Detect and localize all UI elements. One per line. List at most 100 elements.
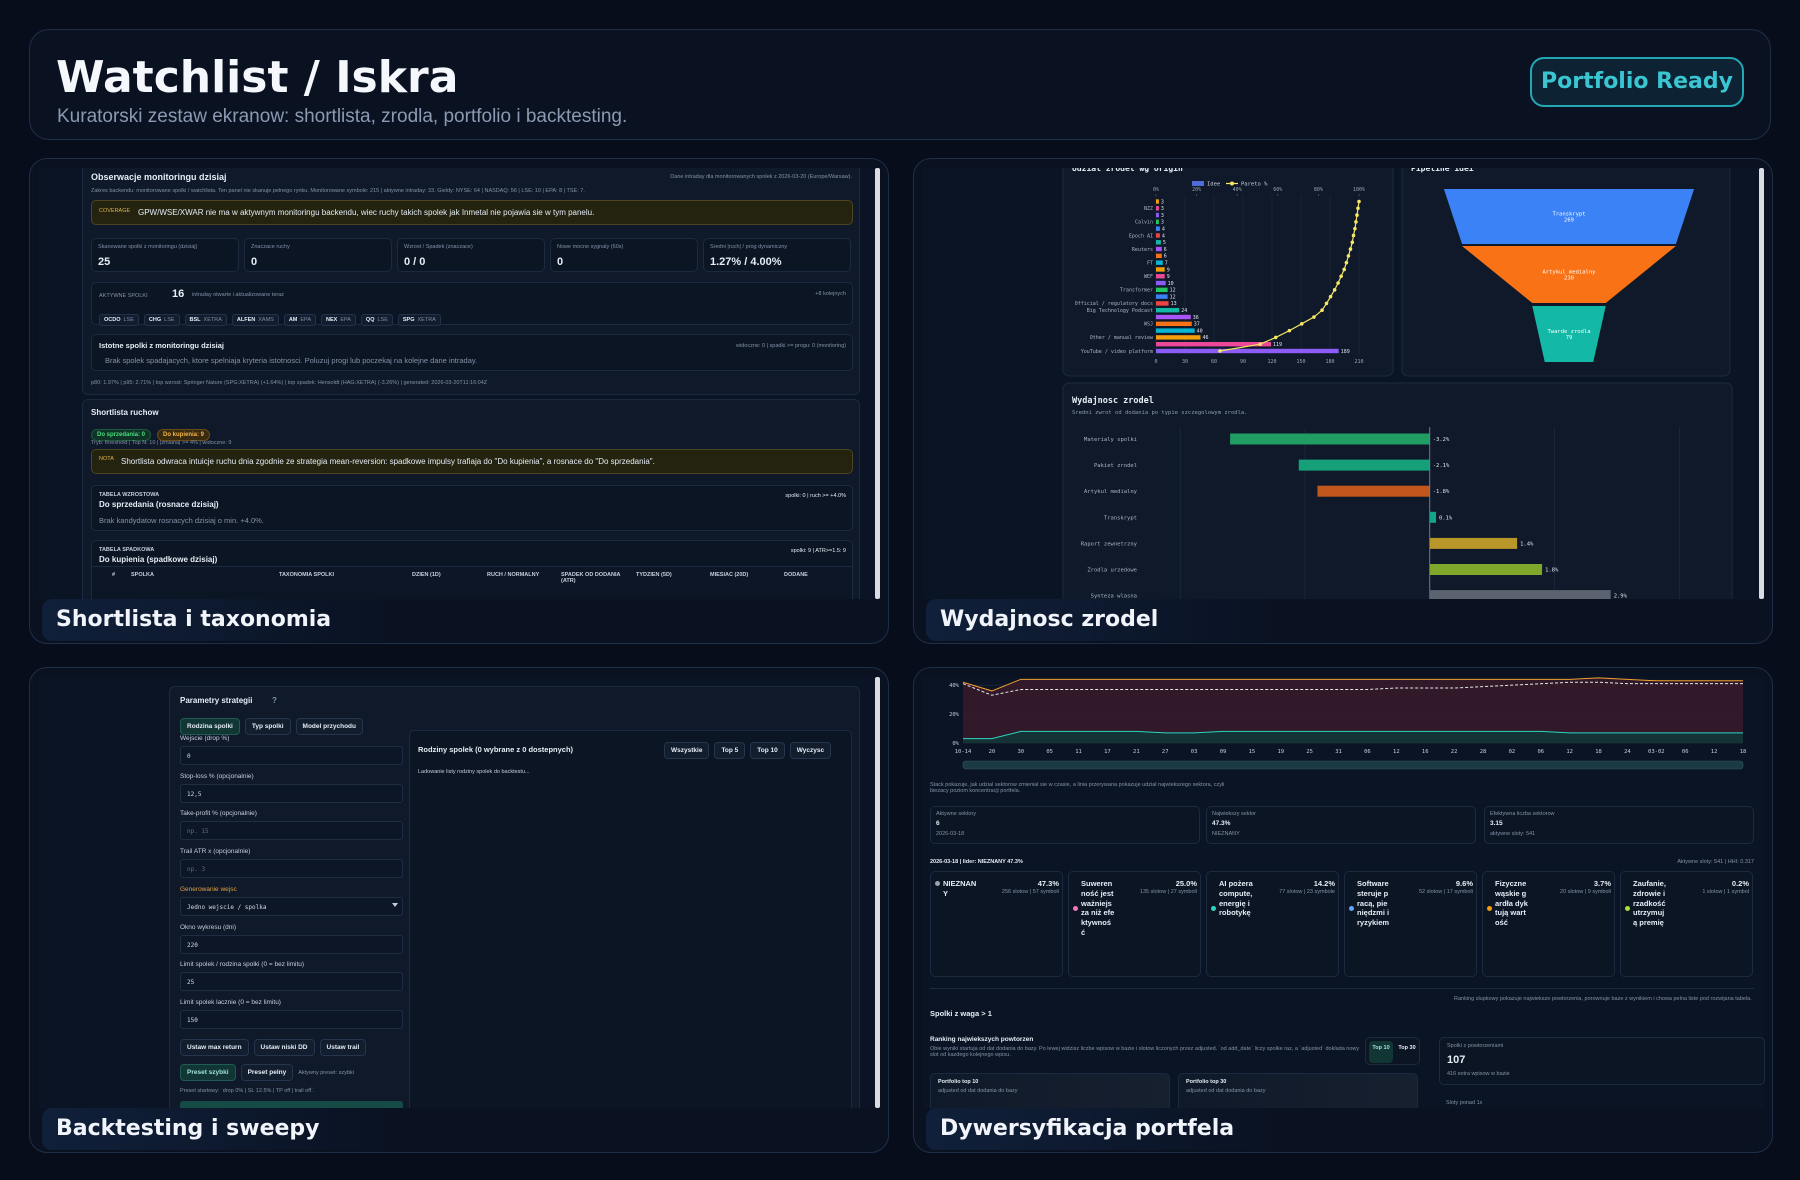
column-header: TYDZIEN (5D) [636, 572, 672, 578]
field-label: Limit spolek / rodzina spolki (0 = bez l… [180, 961, 305, 969]
bar [1156, 294, 1168, 299]
button[interactable]: Wyczysc [789, 742, 832, 759]
pareto-point [1312, 315, 1316, 319]
preset-note: Preset startowy: `drop 0% | SL 12.5% | T… [180, 1088, 315, 1094]
bar [1429, 537, 1518, 549]
stat-label: Najwiekszy sektor [1212, 811, 1257, 817]
bar [1156, 328, 1195, 333]
sector-name: Software steruje pracą, pieniędzmi i ryz… [1357, 879, 1390, 927]
sector-card: Fizyczne wąskie gardła dyktują wartość 3.… [1482, 871, 1615, 977]
card-sub: adjusted od dat dodania do bazy [1186, 1088, 1266, 1094]
stage-label: Artykul medialny [1543, 270, 1597, 276]
sector-card: Software steruje pracą, pieniędzmi i ryz… [1344, 871, 1477, 977]
presets: Preset szybki Preset pelny Aktywny preset:… [180, 1061, 354, 1081]
preset-button[interactable]: Preset szybki [180, 1064, 236, 1081]
sector-dot [935, 881, 940, 886]
chart-title: Pipeline idei [1411, 163, 1474, 173]
category-label: Pakiet zrodel [1094, 463, 1137, 469]
x-tick-label: 150 [1296, 359, 1305, 365]
stage-label: Twarde zrodla [1547, 329, 1590, 335]
sector-card: NIEZNANY 47.3% 256 slotow | 57 symboli [930, 871, 1063, 977]
bar [1156, 199, 1159, 204]
button[interactable]: Ustaw trail [319, 1039, 367, 1056]
x-tick-label: 20 [989, 749, 996, 755]
note-text: GPW/WSE/XWAR nie ma w aktywnym monitorin… [138, 208, 595, 217]
tag: COVERAGE [99, 208, 131, 214]
tickers: OCDO LSE CHG LSE BSL XETRA ALFEN XAMS AM EPA NEX EP… [99, 308, 446, 326]
pareto-point [1320, 308, 1324, 313]
x-tick-label: 30 [1017, 749, 1024, 755]
category-label: Artykul medialny [1084, 489, 1138, 495]
stat: Najwiekszy sektor 47.3% NIEZNANY [1206, 806, 1476, 844]
sector-meta: 1 slotow | 1 symbol [1702, 889, 1749, 895]
input[interactable]: 220 [180, 934, 403, 954]
sector-dot [1073, 906, 1078, 911]
subtitle: Kuratorski zestaw ekranow: shortlista, z… [57, 106, 628, 127]
stage-value: 79 [1566, 335, 1573, 341]
panel[interactable]: Parametry strategii? Rodzina spolki Typ sp… [29, 667, 889, 1153]
tab[interactable]: Rodzina spolki [180, 718, 240, 735]
note: intraday otwarte i aktualizowane teraz [192, 292, 285, 298]
input[interactable]: 12,5 [180, 783, 403, 803]
value-label: 3 [1161, 206, 1164, 212]
bar [1317, 485, 1430, 497]
toggle-option[interactable]: Top 30 [1398, 1045, 1416, 1051]
scope: Zakres backendu: monitorowane spolki / w… [91, 188, 585, 194]
category-label: Big Technology Podcast [1087, 308, 1153, 314]
loading: Ladowanie listy rodziny spolek do backte… [418, 769, 530, 775]
title: Istotne spolki z monitoringu dzisiaj [99, 341, 225, 350]
button[interactable]: Ustaw max return [180, 1039, 249, 1056]
panel[interactable]: Obserwacje monitoringu dzisiaj Dane intra… [29, 158, 889, 644]
category-label: Official / regulatory docs [1075, 301, 1153, 307]
button[interactable]: Top 5 [714, 742, 746, 759]
x-tick-label: 25 [1306, 749, 1313, 755]
column-header: RUCH / NORMALNY [487, 572, 540, 578]
stat-value: 0 / 0 [404, 256, 426, 268]
panel[interactable]: 0% 20% 40% 10-14 20 30 05 11 17 21 27 03 09 15 19 25 31 0… [913, 667, 1773, 1153]
footer: p80: 1.97% | p95: 2.71% | top wzrost: Sp… [91, 380, 488, 386]
title: Watchlist / Iskra [56, 52, 459, 103]
x2-tick-label: 0% [1153, 187, 1159, 193]
pareto-point [1258, 342, 1262, 347]
pareto-point [1328, 294, 1333, 299]
x-tick-label: 12 [1566, 749, 1573, 755]
select[interactable]: Jedno wejscie / spolka [180, 896, 403, 916]
tab[interactable]: Typ spolki [244, 718, 291, 735]
active-preset: Aktywny preset: szybki [298, 1070, 354, 1076]
bar [1156, 233, 1160, 238]
stage-value: 269 [1564, 218, 1574, 224]
repeat-stat: Spolki z powtorzeniami 107 416 extra wpiso… [1439, 1037, 1765, 1085]
table-box: TABELA WZROSTOWA Do sprzedania (rosnace d… [91, 485, 853, 531]
stat-label: Znaczace ruchy [251, 244, 290, 250]
input[interactable]: 0 [180, 746, 403, 765]
sector-pct: 9.6% [1455, 879, 1473, 888]
button[interactable]: Ustaw niski DD [253, 1039, 315, 1056]
x-tick-label: 22 [1451, 749, 1458, 755]
value-label: 6 [1164, 247, 1167, 253]
bar [1429, 511, 1436, 523]
tab[interactable]: Model przychodu [295, 718, 363, 735]
input[interactable]: 150 [180, 1009, 403, 1029]
preset-button[interactable]: Preset pelny [240, 1064, 294, 1081]
more: +8 kolejnych [815, 291, 846, 297]
value-label: 9 [1167, 274, 1170, 280]
button[interactable]: Top 10 [750, 742, 785, 759]
bar [1429, 590, 1611, 599]
column-header: DODANE [784, 572, 808, 578]
pill[interactable]: Do kupienia: 9 [157, 429, 211, 441]
input[interactable]: 25 [180, 972, 403, 992]
bar [1156, 206, 1159, 211]
input[interactable]: np. 15 [180, 821, 403, 841]
value-label: 3 [1161, 199, 1164, 205]
toggle-option[interactable]: Top 10 [1369, 1041, 1393, 1063]
ticker-chip: BSL XETRA [184, 314, 227, 326]
bar [1156, 240, 1161, 245]
panel[interactable]: Udzial zrodel wg origin 0 30 60 90 120 150 180 2… [913, 158, 1773, 644]
x-tick-label: 17 [1104, 749, 1111, 755]
pill[interactable]: Do sprzedania: 0 [91, 429, 152, 441]
button[interactable]: Wszystkie [664, 742, 710, 759]
description: Stack pokazuje, jak udzial sektorow zmie… [930, 782, 1225, 794]
input[interactable]: np. 3 [180, 859, 403, 879]
value-label: 119 [1273, 342, 1282, 348]
stat: Skanowane spolki z monitoringu (dzisiaj)… [91, 238, 239, 272]
